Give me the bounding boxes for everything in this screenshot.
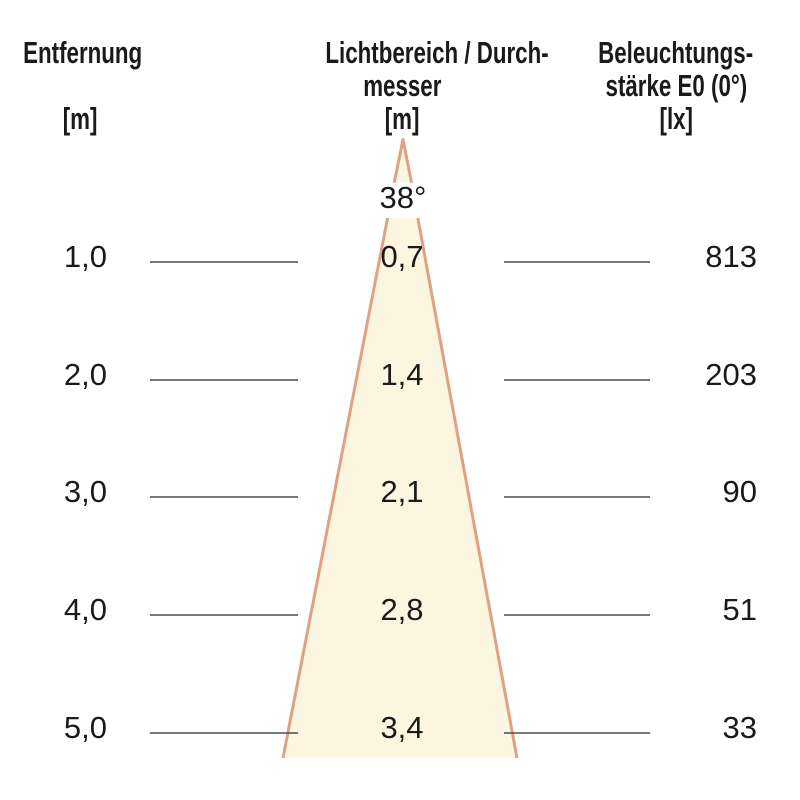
beam-cone-fill xyxy=(283,218,517,758)
column-header-distance: Entfernung [m] xyxy=(0,36,160,135)
beam-tip-edge-left xyxy=(393,138,405,183)
header-line: Beleuchtungs- xyxy=(556,36,796,69)
column-header-diameter: Lichtbereich / Durch- messer [m] xyxy=(282,36,548,135)
illuminance-value-row4: 51 xyxy=(722,592,757,627)
distance-value-row1: 1,0 xyxy=(63,239,107,274)
header-text: stärke E0 (0°) xyxy=(605,68,747,103)
header-unit: [lx] xyxy=(556,102,796,135)
beam-cone-edge-right xyxy=(416,217,519,759)
distance-value-row4: 4,0 xyxy=(63,592,107,627)
diameter-value-row1: 0,7 xyxy=(380,239,424,274)
header-unit-text: [m] xyxy=(384,101,420,136)
header-line: messer xyxy=(282,69,522,102)
illuminance-value-row2: 203 xyxy=(705,357,757,392)
distance-value-row2: 2,0 xyxy=(63,357,107,392)
header-text: Entfernung xyxy=(23,35,143,70)
header-unit: [m] xyxy=(282,102,522,135)
header-unit-text: [lx] xyxy=(659,101,693,136)
diameter-value-row3: 2,1 xyxy=(380,474,424,509)
header-line: Lichtbereich / Durch- xyxy=(282,36,548,69)
header-unit: [m] xyxy=(0,102,160,135)
header-text: messer xyxy=(362,68,442,103)
distance-value-row5: 5,0 xyxy=(63,710,107,745)
distance-value-row3: 3,0 xyxy=(63,474,107,509)
illuminance-value-row5: 33 xyxy=(722,710,757,745)
header-unit-text: [m] xyxy=(62,101,98,136)
diameter-value-row4: 2,8 xyxy=(380,592,424,627)
diameter-value-row2: 1,4 xyxy=(380,357,424,392)
beam-tip-edge-right xyxy=(401,138,413,183)
column-header-illuminance: Beleuchtungs- stärke E0 (0°) [lx] xyxy=(556,36,796,135)
header-line: stärke E0 (0°) xyxy=(556,69,796,102)
header-line: Entfernung xyxy=(0,36,160,69)
beam-angle-label: 38° xyxy=(379,180,427,215)
diameter-value-row5: 3,4 xyxy=(380,710,424,745)
beam-tip-fill xyxy=(394,138,412,183)
illuminance-value-row1: 813 xyxy=(705,239,757,274)
header-line xyxy=(0,69,160,102)
header-text: Beleuchtungs- xyxy=(598,35,754,70)
header-text: Lichtbereich / Durch- xyxy=(325,35,549,70)
illuminance-value-row3: 90 xyxy=(722,474,757,509)
beam-cone-edge-left xyxy=(281,217,390,759)
